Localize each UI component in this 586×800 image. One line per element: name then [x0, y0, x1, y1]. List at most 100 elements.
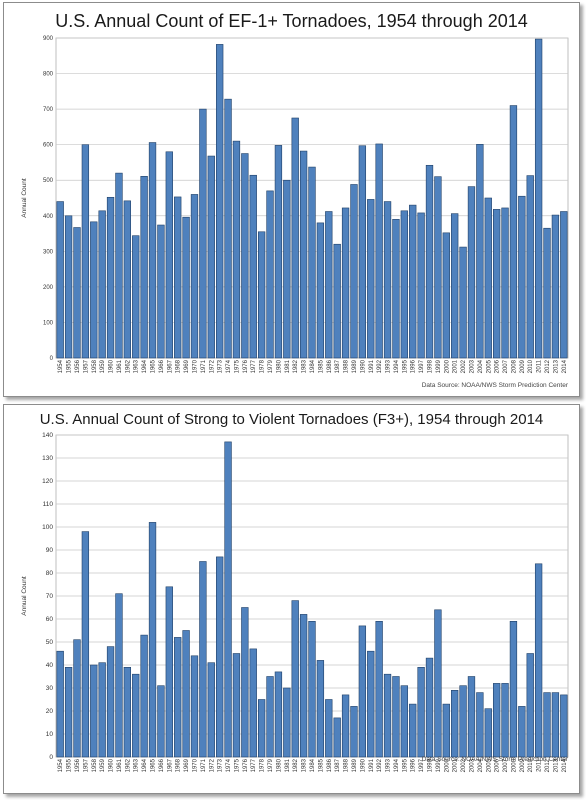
- y-tick-label: 500: [43, 178, 54, 184]
- x-tick-label: 1999: [436, 758, 442, 772]
- bar-1994: [392, 676, 400, 758]
- x-tick-label: 1957: [83, 359, 89, 373]
- bar-1996: [409, 204, 417, 359]
- bar-1998: [425, 164, 434, 359]
- bar-1955: [64, 215, 73, 359]
- bar-2012: [543, 227, 551, 359]
- x-tick-label: 1976: [243, 359, 249, 373]
- x-tick-label: 1996: [411, 758, 417, 772]
- x-tick-label: 1965: [151, 758, 157, 772]
- bar-1989: [350, 706, 358, 758]
- bar-1999: [434, 176, 442, 359]
- bar-1989: [350, 184, 358, 359]
- y-tick-label: 90: [46, 547, 54, 554]
- x-tick-label: 1988: [344, 359, 350, 373]
- x-tick-label: 1998: [428, 758, 434, 772]
- x-tick-label: 2003: [469, 758, 475, 772]
- bar-1971: [199, 561, 207, 758]
- x-tick-label: 1972: [209, 359, 215, 373]
- x-tick-label: 1994: [394, 359, 400, 373]
- x-tick-label: 1994: [394, 758, 400, 772]
- y-tick-label: 10: [46, 731, 54, 738]
- bar-1993: [383, 201, 392, 359]
- x-tick-label: 1985: [318, 359, 324, 373]
- bar-1982: [291, 117, 299, 359]
- bar-2000: [442, 703, 450, 758]
- x-tick-label: 2002: [461, 758, 467, 772]
- x-tick-label: 2000: [444, 758, 450, 772]
- x-tick-label: 1968: [176, 359, 182, 373]
- bar-1973: [216, 556, 224, 758]
- bar-1972: [207, 155, 215, 359]
- x-tick-label: 1984: [310, 758, 316, 772]
- bar-1977: [249, 648, 257, 758]
- bar-2003: [467, 186, 476, 359]
- x-tick-label: 1967: [167, 758, 173, 772]
- bar-1966: [157, 224, 165, 359]
- y-tick-label: 60: [46, 616, 54, 623]
- bar-1997: [417, 666, 425, 758]
- x-tick-label: 1996: [411, 359, 417, 373]
- x-tick-label: 2009: [520, 359, 526, 373]
- bar-1996: [409, 703, 417, 758]
- chart-panel-f3: U.S. Annual Count of Strong to Violent T…: [3, 404, 580, 794]
- x-tick-label: 1978: [260, 359, 266, 373]
- x-tick-label: 1955: [67, 359, 73, 373]
- bar-1966: [157, 685, 165, 758]
- bar-1976: [241, 153, 249, 359]
- x-tick-label: 1973: [218, 758, 224, 772]
- x-tick-label: 1979: [268, 359, 274, 373]
- bar-1968: [174, 196, 182, 359]
- bar-1990: [358, 625, 367, 758]
- bar-2000: [442, 232, 450, 359]
- x-tick-label: 2004: [478, 758, 484, 772]
- bar-1954: [56, 201, 64, 359]
- bar-1979: [266, 190, 274, 359]
- bar-1972: [207, 662, 215, 758]
- x-tick-label: 1981: [285, 758, 291, 772]
- bar-1993: [383, 673, 392, 758]
- bar-1967: [165, 586, 173, 758]
- bar-1965: [148, 522, 157, 758]
- x-tick-label: 1963: [134, 758, 140, 772]
- x-tick-label: 1988: [344, 758, 350, 772]
- x-tick-label: 1972: [209, 758, 215, 772]
- bar-1973: [216, 44, 224, 359]
- x-tick-label: 2001: [453, 758, 459, 772]
- bar-1965: [148, 142, 157, 359]
- x-tick-label: 2010: [528, 359, 534, 373]
- x-tick-label: 1998: [428, 359, 434, 373]
- x-tick-label: 2008: [511, 758, 517, 772]
- bar-2013: [551, 692, 560, 758]
- x-tick-label: 2005: [486, 359, 492, 373]
- y-axis-label: Annual Count: [21, 576, 28, 616]
- x-tick-label: 1992: [377, 758, 383, 772]
- y-tick-label: 900: [43, 36, 54, 42]
- x-tick-label: 2012: [545, 359, 551, 373]
- bar-1975: [232, 653, 241, 758]
- chart-panel-ef1: U.S. Annual Count of EF-1+ Tornadoes, 19…: [3, 2, 580, 397]
- bar-1958: [90, 664, 98, 758]
- data-source-note: Data Source: NOAA/NWS Storm Prediction C…: [422, 756, 569, 763]
- x-tick-label: 1954: [58, 359, 64, 373]
- x-tick-label: 2006: [495, 359, 501, 373]
- x-tick-label: 1960: [109, 758, 115, 772]
- bar-1979: [266, 676, 274, 758]
- x-tick-label: 1956: [75, 758, 81, 772]
- y-tick-label: 80: [46, 570, 54, 577]
- x-tick-label: 1973: [218, 359, 224, 373]
- x-tick-label: 2011: [537, 359, 543, 373]
- x-tick-label: 1986: [327, 359, 333, 373]
- x-tick-label: 1982: [293, 758, 299, 772]
- x-tick-label: 1983: [302, 359, 308, 373]
- bar-1961: [115, 593, 123, 758]
- x-tick-label: 1977: [251, 758, 257, 772]
- y-tick-label: 30: [46, 685, 54, 692]
- bar-1955: [64, 666, 73, 758]
- bar-1992: [375, 621, 383, 758]
- x-tick-label: 1993: [386, 359, 392, 373]
- x-tick-label: 1993: [386, 758, 392, 772]
- bar-2001: [451, 689, 459, 758]
- y-tick-label: 100: [42, 524, 53, 531]
- x-tick-label: 1995: [402, 359, 408, 373]
